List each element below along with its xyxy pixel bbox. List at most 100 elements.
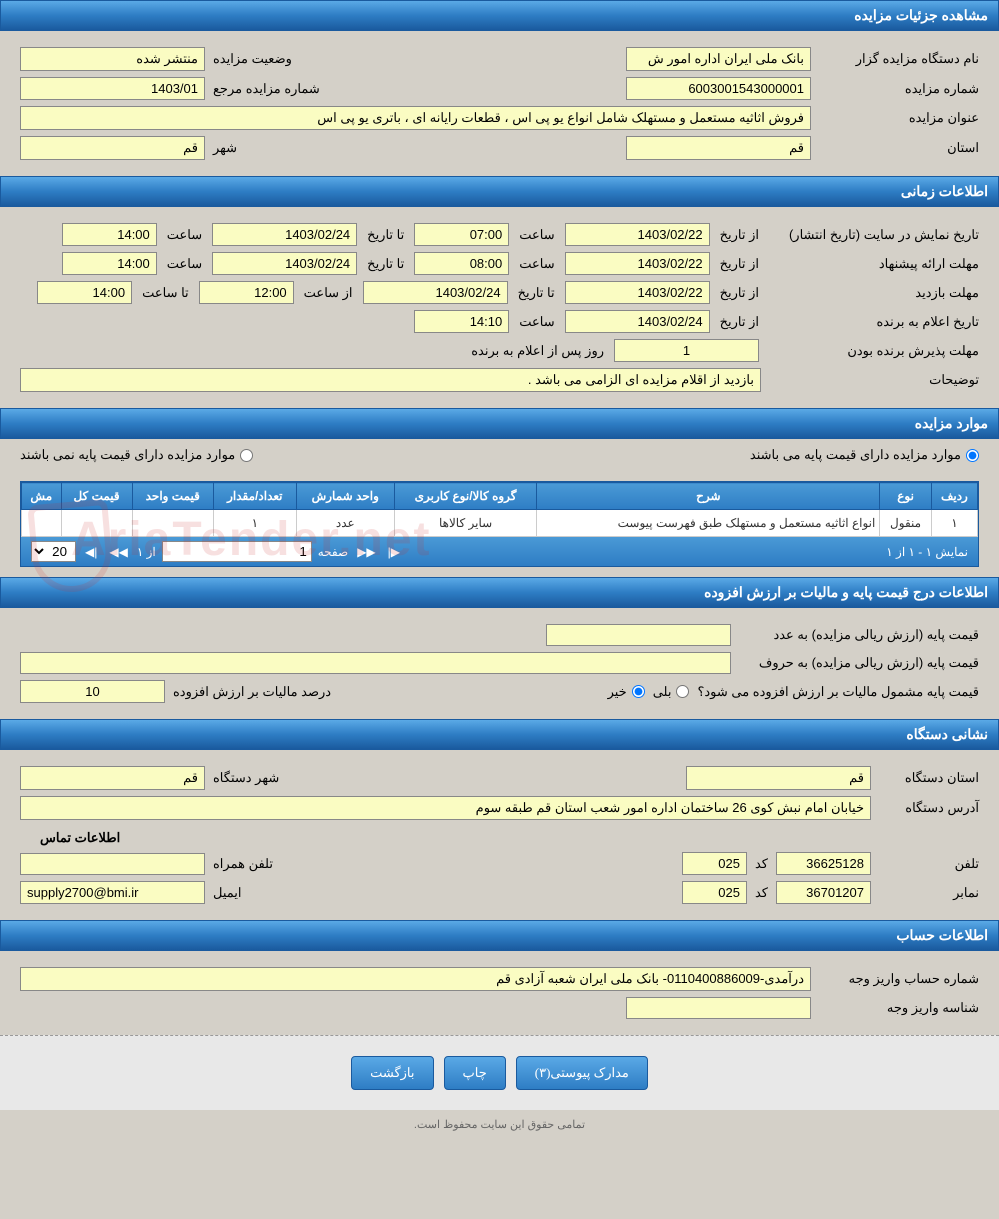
accept-label: مهلت پذیرش برنده بودن [769,343,979,359]
time-lbl-1: ساعت [519,227,554,243]
title-field: فروش اثاثیه مستعمل و مستهلک شامل انواع ی… [20,106,811,130]
section-header-org: نشانی دستگاه [0,719,999,750]
radio-no-base[interactable]: موارد مزایده دارای قیمت پایه نمی باشند [20,447,253,463]
auction-no-label: شماره مزایده [819,81,979,97]
offer-from-time: 08:00 [414,252,509,275]
pager: نمایش ۱ - ۱ از ۱ ▶| ▶▶ صفحه از ۱ ◀◀ |◀ 2… [21,537,978,566]
org-province-field: قم [686,766,871,790]
city-label: شهر [213,140,237,156]
pager-page-input[interactable] [162,541,312,562]
vat-yes[interactable]: بلی [653,684,690,700]
visit-to-date: 1403/02/24 [363,281,508,304]
publish-from-time: 07:00 [414,223,509,246]
from-time-lbl: از ساعت [304,285,353,301]
td-unit-price [132,510,213,537]
items-table-wrap: AriaTender.net ردیف نوع شرح گروه کالا/نو… [20,481,979,567]
visit-from-date: 1403/02/22 [565,281,710,304]
accept-suffix: روز پس از اعلام به برنده [471,343,604,359]
org-city-label: شهر دستگاه [213,770,279,786]
pager-of-label: از ۱ [137,545,156,559]
section-header-items: موارد مزایده [0,408,999,439]
vat-q-label: قیمت پایه مشمول مالیات بر ارزش افزوده می… [697,684,979,700]
radio-has-base-input[interactable] [966,449,979,462]
section-header-details: مشاهده جزئیات مزایده [0,0,999,31]
time-lbl-3: ساعت [519,256,554,272]
th-qty: تعداد/مقدار [213,483,296,510]
radio-has-base-label: موارد مزایده دارای قیمت پایه می باشند [750,447,961,463]
pager-page-label: صفحه [318,545,348,559]
vat-no[interactable]: خیر [608,684,645,700]
fax-field: 36701207 [776,881,871,904]
radio-no-base-input[interactable] [240,449,253,462]
mobile-field [20,853,205,875]
deposit-id-label: شناسه واریز وجه [819,1000,979,1016]
td-total [61,510,132,537]
phone-code-label: کد [755,856,768,872]
th-type: نوع [880,483,932,510]
radio-has-base[interactable]: موارد مزایده دارای قیمت پایه می باشند [750,447,979,463]
phone-code-field: 025 [682,852,747,875]
th-unit: واحد شمارش [296,483,394,510]
details-area: نام دستگاه مزایده گزار بانک ملی ایران اد… [0,31,999,176]
th-desc: شرح [537,483,880,510]
button-row: مدارک پیوستی(۳) چاپ بازگشت [0,1035,999,1110]
announce-label: تاریخ اعلام به برنده [769,314,979,330]
from-date-lbl-2: از تاریخ [720,256,759,272]
time-lbl-4: ساعت [167,256,202,272]
ref-no-label: شماره مزایده مرجع [213,81,320,97]
publish-to-date: 1403/02/24 [212,223,357,246]
org-name-field: بانک ملی ایران اداره امور ش [626,47,811,71]
base-text-label: قیمت پایه (ارزش ریالی مزایده) به حروف [739,655,979,671]
from-date-lbl: از تاریخ [720,227,759,243]
td-desc: انواع اثاثیه مستعمل و مستهلک طبق فهرست پ… [537,510,880,537]
province-field: قم [626,136,811,160]
ref-no-field: 1403/01 [20,77,205,100]
org-name-label: نام دستگاه مزایده گزار [819,51,979,67]
province-label: استان [819,140,979,156]
back-button[interactable]: بازگشت [351,1056,433,1090]
to-date-lbl-1: تا تاریخ [367,227,404,243]
td-qty: ۱ [213,510,296,537]
from-date-lbl-3: از تاریخ [720,285,759,301]
pager-last-icon[interactable]: |◀ [82,545,100,559]
visit-from-time: 12:00 [199,281,294,304]
pager-first-icon[interactable]: ▶| [385,545,403,559]
vat-no-input[interactable] [632,685,645,698]
footer: تمامی حقوق این سایت محفوظ است. [0,1110,999,1139]
publish-label: تاریخ نمایش در سایت (تاریخ انتشار) [769,227,979,243]
time-lbl-2: ساعت [167,227,202,243]
visit-to-time: 14:00 [37,281,132,304]
account-area: شماره حساب واریز وجه درآمدی-011040088600… [0,951,999,1035]
th-m: مش [22,483,62,510]
section-header-time: اطلاعات زمانی [0,176,999,207]
time-area: تاریخ نمایش در سایت (تاریخ انتشار) از تا… [0,207,999,408]
items-table: ردیف نوع شرح گروه کالا/نوع کاربری واحد ش… [21,482,978,537]
td-row: ۱ [931,510,977,537]
pager-size-select[interactable]: 20 [31,541,76,562]
print-button[interactable]: چاپ [444,1056,506,1090]
attachments-button[interactable]: مدارک پیوستی(۳) [516,1056,648,1090]
offer-to-time: 14:00 [62,252,157,275]
vat-pct-label: درصد مالیات بر ارزش افزوده [173,684,331,700]
vat-yes-input[interactable] [676,685,689,698]
table-row[interactable]: ۱ منقول انواع اثاثیه مستعمل و مستهلک طبق… [22,510,978,537]
org-address-field: خیابان امام نبش کوی 26 ساختمان اداره امو… [20,796,871,820]
email-field: supply2700@bmi.ir [20,881,205,904]
pager-next-icon[interactable]: ◀◀ [106,545,130,559]
items-radio-row: موارد مزایده دارای قیمت پایه می باشند مو… [0,439,999,471]
announce-time: 14:10 [414,310,509,333]
base-text-field [20,652,731,674]
visit-label: مهلت بازدید [769,285,979,301]
auction-no-field: 6003001543000001 [626,77,811,100]
td-type: منقول [880,510,932,537]
td-unit: عدد [296,510,394,537]
title-label: عنوان مزایده [819,110,979,126]
pager-prev-icon[interactable]: ▶▶ [354,545,378,559]
announce-date: 1403/02/24 [565,310,710,333]
phone-label: تلفن [879,856,979,872]
price-area: قیمت پایه (ارزش ریالی مزایده) به عدد قیم… [0,608,999,719]
status-label: وضعیت مزایده [213,51,292,67]
fax-code-label: کد [755,885,768,901]
th-total: قیمت کل [61,483,132,510]
vat-yes-label: بلی [653,684,672,700]
